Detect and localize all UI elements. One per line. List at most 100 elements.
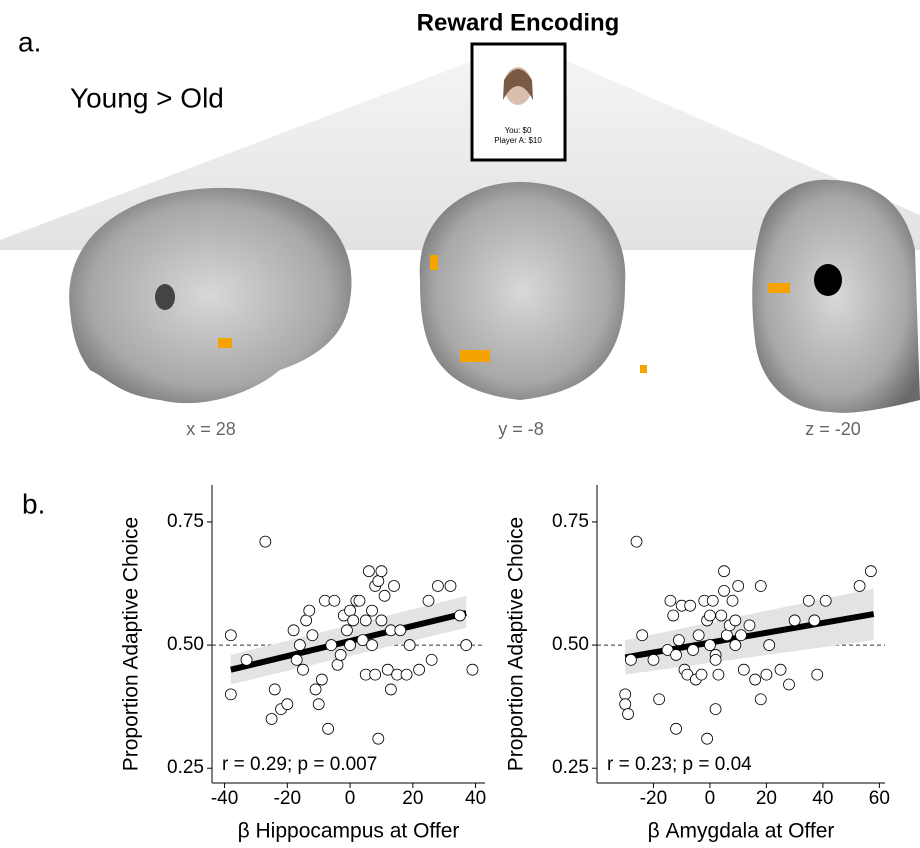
data-point [755, 694, 766, 705]
x-axis-title: β Amygdala at Offer [648, 820, 835, 843]
y-tick-label: 0.25 [167, 757, 204, 778]
x-tick-label: 40 [812, 788, 833, 809]
data-point [282, 699, 293, 710]
axial-slice [752, 180, 920, 413]
data-point [360, 615, 371, 626]
data-point [326, 640, 337, 651]
activation [640, 365, 647, 373]
data-point [401, 669, 412, 680]
data-point [620, 699, 631, 710]
data-point [671, 723, 682, 734]
data-point [348, 615, 359, 626]
data-point [266, 713, 277, 724]
data-point [373, 576, 384, 587]
coronal-slice [420, 182, 626, 400]
data-point [665, 595, 676, 606]
x-tick-label: -40 [211, 788, 238, 809]
data-point [704, 610, 715, 621]
data-point [648, 654, 659, 665]
data-point [764, 640, 775, 651]
x-tick-label: 0 [705, 788, 716, 809]
x-tick-label: -20 [274, 788, 301, 809]
data-point [623, 709, 634, 720]
data-point [288, 625, 299, 636]
data-point [323, 723, 334, 734]
activation [218, 338, 232, 348]
data-point [696, 669, 707, 680]
y-axis-title: Proportion Adaptive Choice [505, 517, 528, 772]
x-tick-label: -20 [640, 788, 667, 809]
y-tick-label: 0.75 [552, 511, 589, 532]
y-tick-label: 0.50 [167, 634, 204, 655]
data-point [854, 580, 865, 591]
y-tick-label: 0.50 [552, 634, 589, 655]
data-point [332, 659, 343, 670]
slice-label: y = -8 [498, 419, 544, 439]
data-point [341, 625, 352, 636]
data-point [784, 679, 795, 690]
stat-annotation: r = 0.29; p = 0.007 [222, 754, 377, 775]
sagittal-slice [69, 188, 351, 403]
data-point [668, 610, 679, 621]
data-point [301, 615, 312, 626]
x-tick-label: 20 [402, 788, 423, 809]
data-point [389, 580, 400, 591]
data-point [241, 654, 252, 665]
data-point [671, 649, 682, 660]
data-point [298, 664, 309, 675]
data-point [291, 654, 302, 665]
panel-label: a. [18, 26, 41, 57]
data-point [730, 640, 741, 651]
data-point [710, 704, 721, 715]
data-point [404, 640, 415, 651]
data-point [461, 640, 472, 651]
data-point [716, 610, 727, 621]
contrast-label: Young > Old [70, 82, 224, 113]
data-point [379, 590, 390, 601]
data-point [707, 595, 718, 606]
data-point [733, 580, 744, 591]
data-point [363, 566, 374, 577]
data-point [432, 580, 443, 591]
data-point [345, 640, 356, 651]
data-point [789, 615, 800, 626]
data-point [809, 615, 820, 626]
data-point [803, 595, 814, 606]
x-axis-title: β Hippocampus at Offer [238, 820, 460, 843]
stimulus-text: Player A: $10 [494, 136, 542, 145]
data-point [426, 654, 437, 665]
y-tick-label: 0.25 [552, 757, 589, 778]
data-point [637, 630, 648, 641]
y-tick-label: 0.75 [167, 511, 204, 532]
ventricle [814, 264, 842, 296]
x-tick-label: 40 [465, 788, 486, 809]
data-point [385, 684, 396, 695]
data-point [710, 654, 721, 665]
data-point [373, 733, 384, 744]
data-point [345, 605, 356, 616]
y-axis-title: Proportion Adaptive Choice [120, 517, 143, 772]
data-point [260, 536, 271, 547]
data-point [269, 684, 280, 695]
data-point [316, 674, 327, 685]
data-point [467, 664, 478, 675]
data-point [693, 630, 704, 641]
activation [460, 350, 490, 362]
data-point [313, 699, 324, 710]
x-tick-label: 0 [345, 788, 356, 809]
data-point [812, 669, 823, 680]
data-point [445, 580, 456, 591]
data-point [310, 684, 321, 695]
data-point [704, 640, 715, 651]
data-point [376, 566, 387, 577]
data-point [376, 615, 387, 626]
activation [430, 255, 438, 270]
data-point [738, 664, 749, 675]
data-point [370, 669, 381, 680]
data-point [702, 733, 713, 744]
page: {"panel_a": {"label": "a.", "title": "Re… [0, 0, 920, 848]
activation [768, 283, 790, 293]
data-point [719, 566, 730, 577]
data-point [713, 669, 724, 680]
data-point [354, 595, 365, 606]
